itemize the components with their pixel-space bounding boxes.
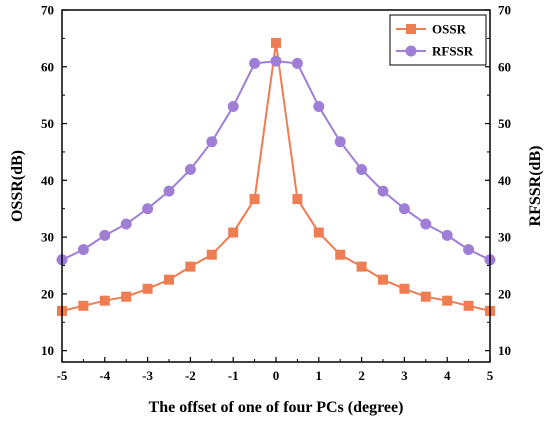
series-ossr [57, 37, 495, 316]
ossr-line [61, 42, 491, 312]
rfssr-point [227, 101, 239, 113]
ossr-point [99, 295, 110, 306]
x-tick-label: -4 [99, 368, 110, 383]
ossr-point [249, 194, 260, 205]
legend-swatch-marker [405, 45, 417, 57]
legend-box [389, 14, 487, 66]
x-axis-title: The offset of one of four PCs (degree) [149, 399, 404, 416]
right-y-tick-label: 50 [498, 116, 511, 131]
left-y-tick-label: 30 [41, 230, 54, 245]
x-tick-label: 4 [444, 368, 451, 383]
rfssr-point [313, 101, 325, 113]
rfssr-point [377, 185, 389, 197]
rfssr-point [163, 185, 175, 197]
legend-label: RFSSR [432, 44, 474, 59]
left-y-tick-label: 50 [41, 116, 54, 131]
left-y-tick-label: 20 [41, 286, 54, 301]
ossr-point [399, 283, 410, 294]
right-y-tick-label: 20 [498, 286, 511, 301]
rfssr-point [420, 218, 432, 230]
rfssr-point [270, 55, 282, 67]
legend-swatch-marker [406, 24, 416, 34]
rfssr-line [61, 60, 491, 261]
x-tick-label: 1 [316, 368, 323, 383]
ossr-point [463, 300, 474, 311]
legend-item-rfssr: RFSSR [396, 44, 474, 59]
ossr-point [313, 227, 324, 238]
rfssr-point [142, 203, 154, 215]
ossr-point [142, 283, 153, 294]
legend-item-ossr: OSSR [396, 22, 467, 37]
ossr-point [442, 295, 453, 306]
x-tick-label: -5 [57, 368, 68, 383]
ossr-point [420, 291, 431, 302]
left-y-axis-ticks: 10 20 30 40 50 60 70 [41, 3, 67, 358]
ossr-point [206, 249, 217, 260]
ossr-point [378, 274, 388, 285]
right-y-axis-ticks: 10 20 30 40 50 60 70 [485, 3, 511, 358]
x-tick-label: -1 [228, 368, 239, 383]
rfssr-point [398, 203, 410, 215]
rfssr-point [184, 164, 196, 176]
rfssr-point [356, 164, 368, 176]
x-tick-label: 3 [401, 368, 408, 383]
rfssr-point [120, 218, 132, 230]
ossr-point [228, 227, 239, 238]
x-tick-label: 5 [487, 368, 494, 383]
x-axis-ticks: -5 -4 -3 -2 -1 0 1 2 3 4 5 [57, 357, 494, 383]
x-tick-label: 2 [358, 368, 365, 383]
x-tick-label: -3 [142, 368, 153, 383]
rfssr-point [291, 57, 303, 69]
rfssr-point [334, 136, 346, 148]
rfssr-point [99, 229, 111, 241]
series-rfssr [56, 55, 496, 266]
x-tick-label: -2 [185, 368, 196, 383]
ossr-point [335, 249, 346, 260]
plot-frame [61, 9, 491, 363]
ossr-point [164, 274, 174, 285]
ossr-point [271, 37, 281, 48]
ossr-point [292, 194, 303, 205]
ossr-point [78, 300, 89, 311]
left-y-tick-label: 10 [41, 343, 54, 358]
rfssr-point [77, 244, 89, 256]
right-y-tick-label: 40 [498, 173, 511, 188]
right-y-tick-label: 70 [498, 3, 511, 18]
left-y-tick-label: 40 [41, 173, 54, 188]
ossr-point [356, 261, 367, 272]
ossr-point [121, 291, 132, 302]
right-y-tick-label: 10 [498, 343, 511, 358]
rfssr-point [206, 136, 218, 148]
right-y-tick-label: 60 [498, 59, 511, 74]
legend-label: OSSR [432, 22, 467, 37]
rfssr-point [441, 229, 453, 241]
x-tick-label: 0 [273, 368, 280, 383]
series-layer [56, 37, 496, 316]
rfssr-point [463, 244, 475, 256]
right-y-axis-title: RFSSR(dB) [527, 146, 544, 227]
left-y-tick-label: 60 [41, 59, 54, 74]
rfssr-point [249, 57, 261, 69]
legend: OSSR RFSSR [389, 14, 487, 66]
left-y-tick-label: 70 [41, 3, 54, 18]
right-y-tick-label: 30 [498, 230, 511, 245]
left-y-axis-title: OSSR(dB) [9, 150, 26, 222]
ossr-point [185, 261, 196, 272]
